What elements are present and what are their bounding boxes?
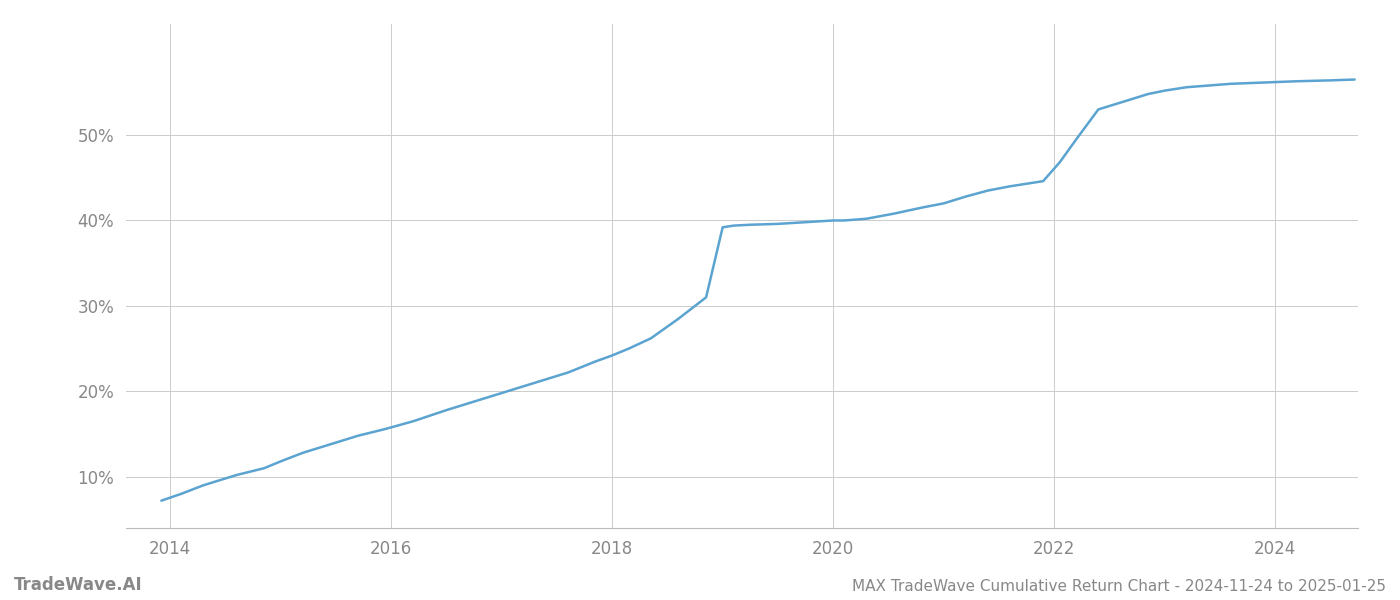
Text: MAX TradeWave Cumulative Return Chart - 2024-11-24 to 2025-01-25: MAX TradeWave Cumulative Return Chart - … xyxy=(853,579,1386,594)
Text: TradeWave.AI: TradeWave.AI xyxy=(14,576,143,594)
